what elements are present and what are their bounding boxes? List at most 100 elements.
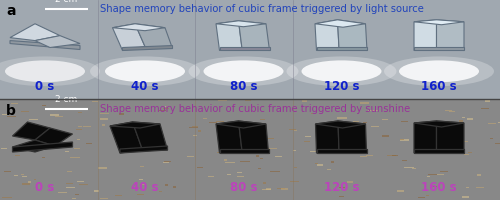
Bar — [217, 152, 220, 153]
Bar — [115, 195, 122, 196]
Text: Shape memory behavior of cubic frame triggered by light source: Shape memory behavior of cubic frame tri… — [100, 4, 424, 14]
Bar — [173, 186, 176, 188]
Bar — [242, 122, 250, 123]
Bar — [42, 105, 46, 106]
Polygon shape — [112, 24, 165, 31]
Text: Shape memory behavior of cubic frame triggered by sunshine: Shape memory behavior of cubic frame tri… — [100, 104, 410, 114]
Text: 160 s: 160 s — [421, 80, 457, 93]
Bar — [20, 174, 24, 175]
Bar — [346, 181, 353, 183]
Bar — [150, 140, 155, 141]
Bar — [478, 174, 480, 176]
Polygon shape — [220, 47, 270, 50]
Bar — [294, 167, 297, 168]
Bar — [488, 123, 496, 124]
Bar — [159, 191, 162, 192]
Bar — [338, 117, 346, 119]
Ellipse shape — [0, 56, 100, 86]
Bar — [331, 161, 334, 163]
Bar — [187, 156, 194, 157]
Bar — [21, 111, 29, 112]
Text: a: a — [6, 4, 16, 18]
Bar — [188, 127, 198, 128]
Bar — [227, 174, 231, 175]
Ellipse shape — [286, 56, 397, 86]
Bar — [2, 114, 10, 115]
Bar — [52, 108, 62, 110]
Bar — [404, 99, 408, 100]
Bar — [162, 108, 169, 109]
Bar — [236, 172, 242, 173]
Bar — [66, 183, 73, 184]
Bar — [121, 151, 129, 152]
Bar — [2, 197, 12, 198]
Bar — [401, 121, 408, 122]
Bar — [262, 189, 270, 190]
Bar — [390, 0, 500, 99]
Bar — [288, 99, 295, 100]
Polygon shape — [414, 47, 464, 50]
Bar — [100, 118, 108, 120]
Polygon shape — [10, 24, 60, 41]
Bar — [338, 196, 344, 197]
Bar — [339, 187, 345, 188]
Bar — [166, 106, 168, 107]
Polygon shape — [414, 20, 464, 25]
Polygon shape — [436, 20, 464, 50]
Bar — [197, 167, 203, 168]
Bar — [12, 103, 18, 104]
Bar — [448, 111, 455, 112]
Bar — [392, 155, 398, 156]
Bar — [16, 155, 20, 156]
Polygon shape — [216, 121, 242, 153]
Bar — [404, 167, 414, 168]
Bar — [98, 0, 195, 99]
Bar — [440, 171, 448, 172]
Bar — [412, 168, 416, 169]
Bar — [400, 139, 404, 140]
Bar — [54, 116, 63, 117]
Text: 120 s: 120 s — [324, 80, 359, 93]
Text: 2 cm: 2 cm — [55, 95, 78, 104]
Bar — [400, 139, 409, 141]
Bar — [490, 138, 493, 139]
Bar — [446, 110, 452, 111]
Bar — [315, 163, 318, 164]
Bar — [102, 124, 105, 126]
Polygon shape — [132, 122, 168, 150]
Bar — [0, 148, 7, 149]
Bar — [256, 155, 259, 157]
Bar — [258, 168, 261, 169]
Text: 80 s: 80 s — [230, 181, 257, 194]
Bar — [119, 113, 124, 115]
Bar — [144, 125, 148, 127]
Polygon shape — [112, 24, 145, 50]
Polygon shape — [35, 128, 72, 146]
Bar — [281, 188, 288, 190]
Bar — [34, 179, 36, 180]
Bar — [352, 121, 358, 122]
Bar — [136, 194, 143, 195]
Polygon shape — [216, 121, 266, 128]
Polygon shape — [414, 20, 436, 50]
Bar — [4, 171, 12, 172]
Bar — [466, 118, 472, 120]
Bar — [339, 126, 345, 127]
Bar — [266, 188, 271, 190]
Ellipse shape — [399, 60, 479, 82]
Bar — [416, 129, 421, 130]
Bar — [86, 143, 92, 144]
Polygon shape — [10, 41, 80, 49]
Bar — [277, 188, 284, 189]
Text: 40 s: 40 s — [131, 181, 159, 194]
Bar — [82, 126, 90, 127]
Bar — [331, 143, 340, 144]
Bar — [78, 126, 82, 127]
Bar — [252, 124, 260, 125]
Polygon shape — [436, 121, 464, 153]
Bar — [371, 126, 379, 127]
Bar — [426, 176, 430, 177]
Bar — [77, 139, 80, 140]
Polygon shape — [316, 149, 366, 153]
Bar — [79, 184, 88, 185]
